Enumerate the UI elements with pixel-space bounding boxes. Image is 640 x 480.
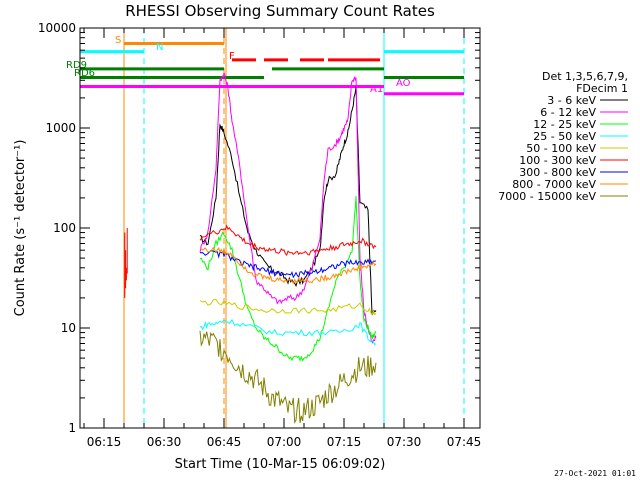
bar-label-rd6: RD6 bbox=[74, 68, 95, 79]
series-line-3 bbox=[199, 318, 377, 346]
bar-label-a1: A1 bbox=[370, 84, 383, 95]
y-tick-label: 1000 bbox=[45, 121, 76, 135]
axes: 1 10 100 1000 10000 06:15 06:30 06:45 07:00 07:15… bbox=[38, 21, 481, 449]
footer-date: 27-Oct-2021 01:01 bbox=[554, 469, 636, 478]
series-line-5 bbox=[199, 224, 377, 256]
chart-title: RHESSI Observing Summary Count Rates bbox=[125, 2, 435, 20]
series-line-0 bbox=[199, 86, 377, 316]
legend-header-1: Det 1,3,5,6,7,9, bbox=[542, 70, 628, 83]
legend-label-4: 50 - 100 keV bbox=[526, 142, 596, 155]
y-tick-label: 100 bbox=[53, 221, 76, 235]
bar-label-ao: AO bbox=[396, 78, 411, 89]
series-line-8 bbox=[199, 330, 377, 424]
legend-label-7: 800 - 7000 keV bbox=[512, 178, 596, 191]
legend-label-6: 300 - 800 keV bbox=[519, 166, 596, 179]
legend-label-8: 7000 - 15000 keV bbox=[498, 190, 596, 203]
bar-label-s: S bbox=[115, 35, 121, 46]
legend-header-2: FDecim 1 bbox=[576, 82, 628, 95]
x-tick-label: 07:45 bbox=[447, 435, 482, 449]
x-tick-label: 07:00 bbox=[267, 435, 302, 449]
bar-label-n: N bbox=[156, 42, 163, 53]
bar-label-rd9: RD9 bbox=[66, 60, 87, 71]
y-axis-label: Count Rate (s⁻¹ detector⁻¹) bbox=[13, 140, 28, 317]
series-line-4 bbox=[199, 299, 377, 317]
legend-label-5: 100 - 300 keV bbox=[519, 154, 596, 167]
x-tick-label: 06:15 bbox=[87, 435, 122, 449]
legend-label-1: 6 - 12 keV bbox=[540, 106, 596, 119]
series-line-7 bbox=[199, 246, 377, 285]
x-tick-label: 07:30 bbox=[387, 435, 422, 449]
x-tick-label: 07:15 bbox=[327, 435, 362, 449]
legend-label-3: 25 - 50 keV bbox=[533, 130, 596, 143]
series-line-1 bbox=[199, 72, 377, 344]
legend-label-2: 12 - 25 keV bbox=[533, 118, 596, 131]
bar-label-f: F bbox=[229, 51, 235, 62]
x-tick-label: 06:45 bbox=[207, 435, 242, 449]
x-tick-label: 06:30 bbox=[147, 435, 182, 449]
y-tick-label: 1 bbox=[68, 421, 76, 435]
y-tick-label: 10000 bbox=[38, 21, 76, 35]
y-tick-label: 10 bbox=[61, 321, 76, 335]
x-axis-label: Start Time (10-Mar-15 06:09:02) bbox=[175, 457, 386, 472]
legend-label-0: 3 - 6 keV bbox=[547, 94, 596, 107]
